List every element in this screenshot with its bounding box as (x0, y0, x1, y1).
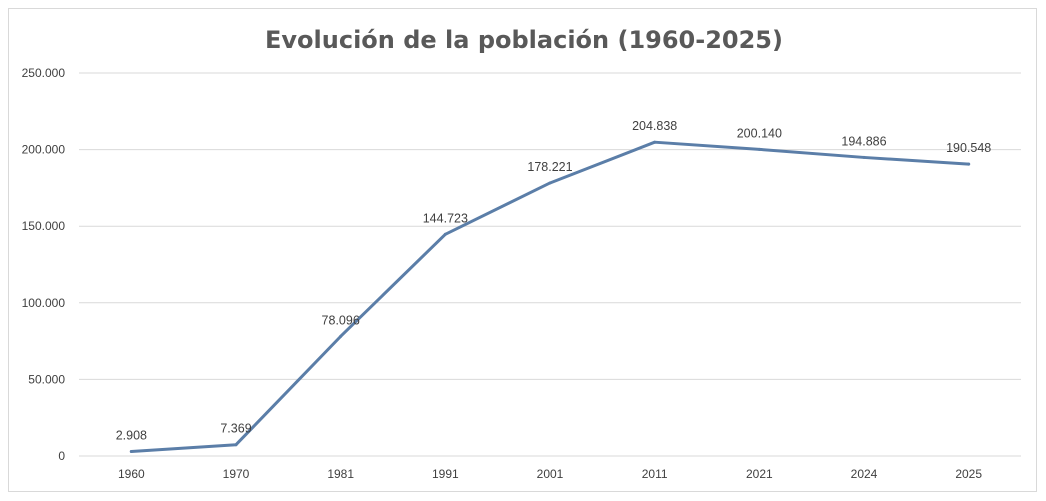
x-tick-label: 1960 (118, 467, 145, 481)
y-tick-label: 50.000 (28, 372, 65, 386)
data-label: 204.838 (632, 119, 677, 133)
series-line (129, 140, 971, 454)
data-label: 178.221 (527, 160, 572, 174)
x-axis-tick-labels: 1960 1970 1981 1991 2001 2011 2021 2024 2025 (118, 467, 982, 481)
data-point (967, 162, 971, 166)
data-point (548, 181, 552, 185)
data-label: 190.548 (946, 141, 991, 155)
data-point (234, 443, 238, 447)
y-tick-label: 100.000 (22, 296, 66, 310)
data-label: 7.369 (220, 422, 251, 436)
data-label: 200.140 (737, 126, 782, 140)
data-label: 144.723 (423, 211, 468, 225)
data-point (653, 140, 657, 144)
y-tick-label: 250.000 (22, 66, 66, 80)
gridlines (79, 72, 1021, 457)
y-tick-label: 0 (58, 449, 65, 463)
data-label: 194.886 (841, 134, 886, 148)
x-tick-label: 2001 (537, 467, 564, 481)
y-axis-tick-labels: 0 50.000 100.000 150.000 200.000 250.000 (22, 66, 66, 463)
chart-frame (8, 8, 1037, 492)
data-point (862, 155, 866, 159)
data-point (339, 334, 343, 338)
x-tick-label: 2011 (642, 467, 668, 481)
y-tick-label: 200.000 (22, 143, 66, 157)
x-tick-label: 2025 (955, 467, 982, 481)
x-tick-label: 2024 (851, 467, 878, 481)
data-labels: 2.908 7.369 78.096 144.723 178.221 204.838 200… (116, 119, 992, 442)
x-tick-label: 1991 (432, 467, 459, 481)
data-label: 78.096 (322, 313, 360, 327)
data-point (757, 147, 761, 151)
x-tick-label: 1981 (327, 467, 354, 481)
series-layer (129, 140, 971, 454)
chart-title: Evolución de la población (1960-2025) (265, 26, 783, 54)
data-point (443, 232, 447, 236)
y-tick-label: 150.000 (22, 219, 66, 233)
x-tick-label: 1970 (223, 467, 250, 481)
x-tick-label: 2021 (746, 467, 773, 481)
data-label: 2.908 (116, 429, 147, 443)
data-point (129, 450, 133, 454)
